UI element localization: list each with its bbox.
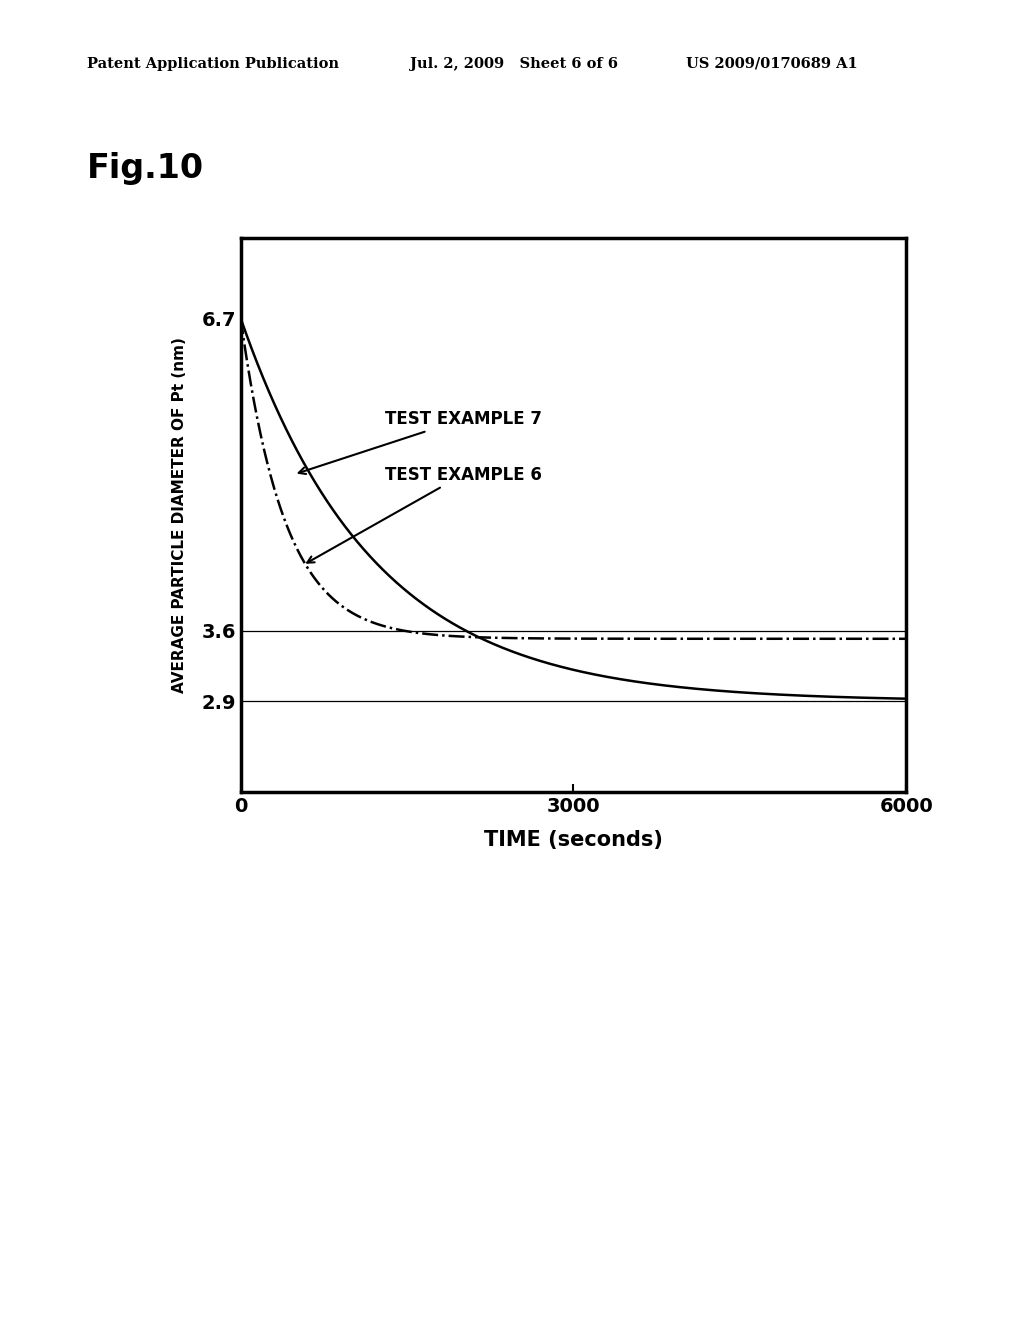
Text: Patent Application Publication: Patent Application Publication [87, 57, 339, 71]
Text: Fig.10: Fig.10 [87, 152, 204, 185]
Text: TEST EXAMPLE 7: TEST EXAMPLE 7 [299, 411, 542, 474]
Text: US 2009/0170689 A1: US 2009/0170689 A1 [686, 57, 858, 71]
Text: Jul. 2, 2009   Sheet 6 of 6: Jul. 2, 2009 Sheet 6 of 6 [410, 57, 617, 71]
Y-axis label: AVERAGE PARTICLE DIAMETER OF Pt (nm): AVERAGE PARTICLE DIAMETER OF Pt (nm) [172, 337, 187, 693]
X-axis label: TIME (seconds): TIME (seconds) [484, 830, 663, 850]
Text: TEST EXAMPLE 6: TEST EXAMPLE 6 [307, 466, 542, 562]
